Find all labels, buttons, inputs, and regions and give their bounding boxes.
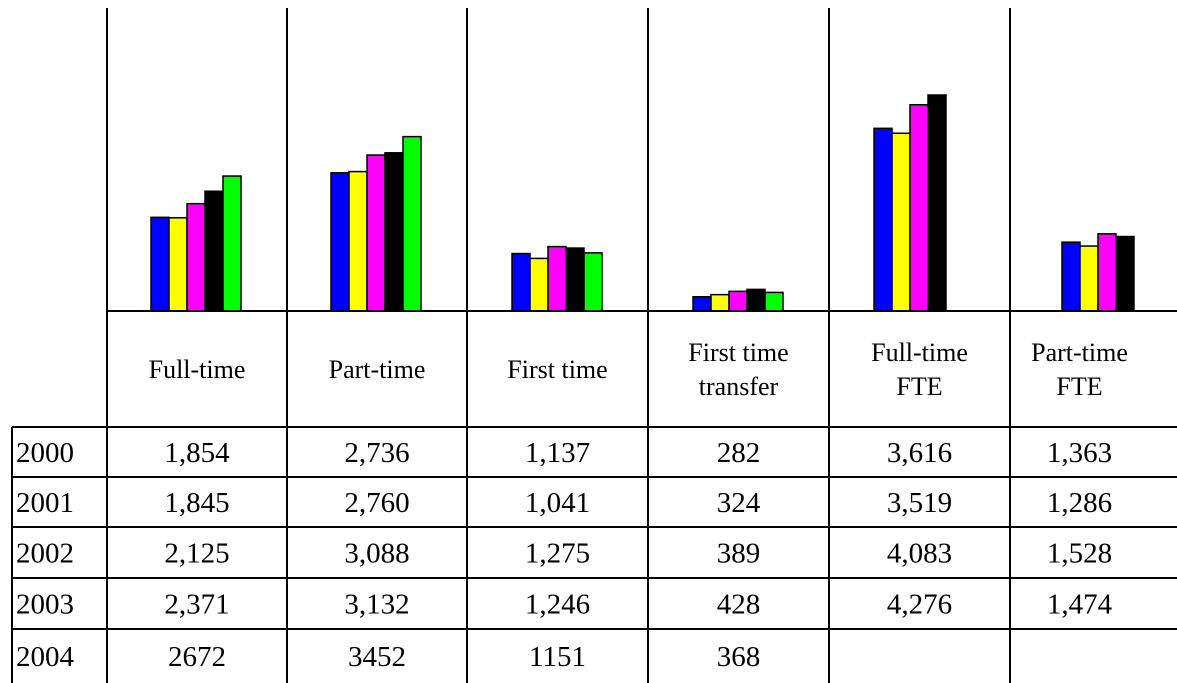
bar-2004-col-4 [764, 291, 784, 312]
bar-2001-col-1 [168, 217, 188, 312]
bar-2003-col-6 [1115, 235, 1135, 312]
table-cell: 3,132 [344, 589, 409, 621]
table-cell: 3452 [348, 641, 406, 673]
table-cell: 1,275 [525, 538, 590, 570]
bar-2002-col-6 [1097, 233, 1117, 312]
row-label-year: 2000 [16, 437, 74, 469]
category-label: First time [507, 355, 607, 384]
row-label-year: 2002 [16, 538, 74, 570]
table-cell: 2,371 [164, 589, 229, 621]
table-cell: 1,246 [525, 589, 590, 621]
bar-2000-col-4 [692, 296, 712, 312]
bar-2001-col-3 [529, 257, 549, 312]
table-cell: 368 [717, 641, 761, 673]
bar-2003-col-5 [927, 94, 947, 312]
bar-2002-col-5 [909, 103, 929, 312]
table-grid [11, 8, 1177, 683]
table-cell: 282 [717, 437, 761, 469]
table-cell: 2,760 [344, 487, 409, 519]
bar-2001-col-5 [891, 132, 911, 312]
table-cell: 1,137 [525, 437, 590, 469]
bar-2000-col-3 [511, 252, 531, 312]
table-text: Full-time Part-time First time First time tr… [16, 338, 1128, 673]
table-cell: 3,088 [344, 538, 409, 570]
bar-2004-col-3 [583, 252, 603, 312]
bar-2002-col-1 [186, 202, 206, 312]
bar-2001-col-2 [348, 170, 368, 312]
table-cell: 3,616 [887, 437, 952, 469]
bar-2001-col-6 [1079, 245, 1099, 312]
table-cell: 1151 [529, 641, 586, 673]
bar-2002-col-4 [728, 290, 748, 312]
bar-2000-col-1 [150, 216, 170, 312]
table-cell: 2,736 [344, 437, 409, 469]
category-label: FTE [896, 372, 942, 401]
category-label: Part-time [329, 355, 426, 384]
category-label: First time [688, 338, 788, 367]
table-cell: 324 [717, 487, 761, 519]
bar-2000-col-5 [873, 127, 893, 312]
table-cell: 1,854 [164, 437, 230, 469]
bar-2004-col-2 [402, 135, 422, 312]
table-cell: 1,363 [1047, 437, 1112, 469]
bar-2003-col-1 [204, 190, 224, 312]
bar-2000-col-6 [1061, 241, 1081, 312]
row-label-year: 2003 [16, 589, 74, 621]
row-label-year: 2004 [16, 641, 75, 673]
bar-2002-col-2 [366, 154, 386, 312]
bar-2000-col-2 [330, 172, 350, 312]
table-cell: 389 [717, 538, 761, 570]
table-cell: 1,845 [164, 487, 229, 519]
bar-2004-col-1 [222, 175, 242, 312]
table-cell: 4,083 [887, 538, 952, 570]
table-cell: 2672 [168, 641, 226, 673]
table-cell: 1,474 [1047, 589, 1113, 621]
table-cell: 1,286 [1047, 487, 1112, 519]
table-cell: 428 [717, 589, 761, 621]
table-cell: 1,041 [525, 487, 590, 519]
category-label: Part-time [1031, 338, 1128, 367]
category-label: FTE [1056, 372, 1102, 401]
row-label-year: 2001 [16, 487, 74, 519]
bar-2003-col-4 [746, 288, 766, 312]
table-cell: 3,519 [887, 487, 952, 519]
bar-2003-col-2 [384, 152, 404, 312]
bar-2001-col-4 [710, 293, 730, 312]
bars-layer [150, 94, 1135, 312]
category-label: Full-time [149, 355, 246, 384]
table-cell: 2,125 [164, 538, 229, 570]
bar-2003-col-3 [565, 247, 585, 312]
table-cell: 1,528 [1047, 538, 1112, 570]
bar-2002-col-3 [547, 245, 567, 312]
table-cell: 4,276 [887, 589, 952, 621]
category-label: Full-time [871, 338, 968, 367]
category-label: transfer [699, 372, 779, 401]
